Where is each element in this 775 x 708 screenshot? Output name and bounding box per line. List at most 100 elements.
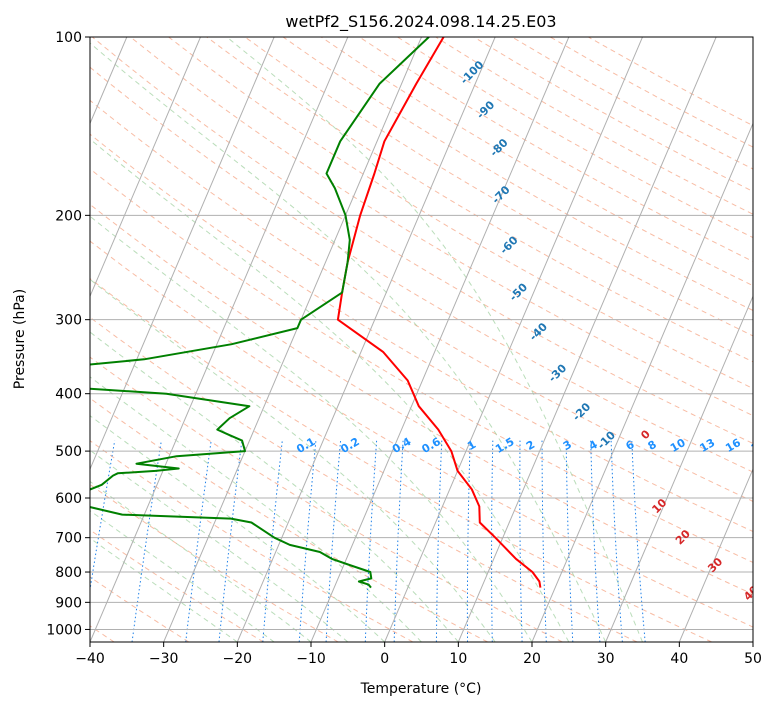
isotherm-line — [310, 37, 570, 642]
mixing-ratio-line — [364, 440, 378, 642]
mixing-ratio-line — [435, 440, 443, 642]
mixing-ratio-line — [590, 440, 601, 642]
moist-adiabat — [226, 37, 643, 642]
dry-adiabat — [90, 576, 190, 642]
mixing-ratio-line — [631, 440, 646, 642]
moist-adiabat — [90, 510, 275, 642]
moist-adiabat — [90, 449, 349, 642]
moist-adiabat — [90, 138, 570, 642]
dry-adiabat — [588, 37, 753, 127]
dry-adiabat — [359, 37, 753, 263]
isotherm-line — [90, 37, 275, 471]
dry-adiabat — [130, 37, 753, 417]
dry-adiabat — [435, 37, 753, 215]
mixing-ratio-label: 16 — [723, 436, 743, 455]
mixing-ratio-line — [185, 440, 212, 642]
isotherm-label: -80 — [487, 136, 510, 159]
moist-adiabat — [90, 215, 533, 642]
dry-adiabat-label: 40 — [741, 583, 761, 603]
dry-adiabat — [90, 133, 753, 533]
series-layer — [90, 37, 542, 589]
dry-adiabat — [90, 278, 712, 642]
mixing-ratio-line — [565, 440, 574, 642]
chart-title: wetPf2_S156.2024.098.14.25.E03 — [285, 12, 556, 32]
isotherm-label: -70 — [489, 183, 512, 206]
isotherm-label: -60 — [497, 233, 520, 256]
y-tick-label: 200 — [55, 208, 82, 224]
x-axis-label: Temperature (°C) — [360, 681, 482, 697]
plot-frame — [89, 36, 754, 643]
isotherm-line — [457, 37, 717, 642]
mixing-ratio-label: 20 — [749, 436, 769, 455]
x-tick-label: 0 — [380, 651, 389, 667]
moist-adiabat — [90, 480, 312, 642]
mixing-ratio-label: 10 — [668, 436, 688, 455]
mixing-ratio-label: 1.5 — [493, 435, 516, 456]
moist-adiabat — [90, 42, 607, 642]
dry-adiabat — [90, 397, 488, 642]
y-tick-label: 300 — [55, 313, 82, 329]
x-tick-label: 50 — [744, 651, 762, 667]
moist-adiabat — [90, 537, 238, 642]
x-tick-label: 20 — [523, 651, 541, 667]
mixing-ratio-line — [519, 440, 523, 642]
dry-adiabat — [282, 37, 753, 312]
mixing-ratio-label: 0.1 — [294, 435, 317, 456]
isotherm-line — [531, 122, 753, 642]
x-tick-label: −20 — [223, 651, 253, 667]
y-tick-label: 600 — [55, 491, 82, 507]
dry-adiabat — [511, 37, 753, 170]
mixing-ratio-label: 13 — [698, 436, 718, 455]
isotherm-line — [163, 37, 422, 642]
isotherm-line — [90, 37, 201, 298]
dry-adiabat — [90, 529, 264, 642]
dry-adiabat — [206, 37, 753, 363]
x-tick-label: −40 — [75, 651, 105, 667]
isotherm-line — [605, 295, 753, 642]
x-tick-label: 40 — [670, 651, 688, 667]
x-tick-label: 10 — [449, 651, 467, 667]
y-tick-label: 500 — [55, 444, 82, 460]
y-tick-label: 900 — [55, 595, 82, 611]
mixing-ratio-line — [541, 440, 547, 642]
dry-adiabat — [90, 440, 414, 642]
moist-adiabat — [90, 415, 386, 642]
isotherm-label: -90 — [474, 98, 497, 121]
isotherm-label: -50 — [507, 280, 530, 303]
y-tick-label: 800 — [55, 565, 82, 581]
mixing-ratio-label: 0.2 — [338, 435, 361, 456]
mixing-ratio-line — [262, 440, 283, 642]
y-tick-label: 100 — [55, 30, 82, 46]
dry-adiabat — [90, 168, 753, 563]
plot-background — [90, 37, 753, 642]
axis-ticks: −40 −30 −20 −10 0 10 20 30 40 50 100 200 300 400 500 60… — [46, 30, 762, 667]
isotherm-label: -100 — [458, 58, 487, 87]
isotherm-line — [678, 467, 753, 642]
mixing-ratio-line — [491, 440, 494, 642]
temperature-line — [336, 37, 542, 588]
mixing-ratio-label: 0.4 — [390, 435, 414, 456]
y-tick-label: 400 — [55, 387, 82, 403]
dry-adiabat — [168, 37, 753, 389]
mixing-ratio-label: 0.6 — [419, 435, 443, 456]
isotherm-line — [752, 640, 753, 642]
dry-adiabat — [90, 483, 339, 642]
dry-adiabat — [90, 356, 563, 642]
mixing-ratio-line — [90, 440, 116, 593]
x-tick-label: −10 — [296, 651, 326, 667]
dry-adiabat — [90, 203, 753, 595]
dry-adiabat-label: 20 — [673, 527, 693, 547]
mixing-ratio-line — [218, 440, 243, 642]
mixing-ratio-line — [466, 440, 471, 642]
y-tick-label: 1000 — [46, 622, 82, 638]
dewpoint-line — [90, 37, 430, 589]
dry-adiabat — [549, 37, 753, 148]
mixing-ratio-line — [325, 440, 342, 642]
isotherm-label: -30 — [546, 361, 569, 384]
moist-adiabat — [90, 331, 459, 642]
isotherm-label: -20 — [570, 400, 593, 423]
dry-adiabat — [90, 66, 753, 473]
isotherm-line — [384, 37, 643, 642]
